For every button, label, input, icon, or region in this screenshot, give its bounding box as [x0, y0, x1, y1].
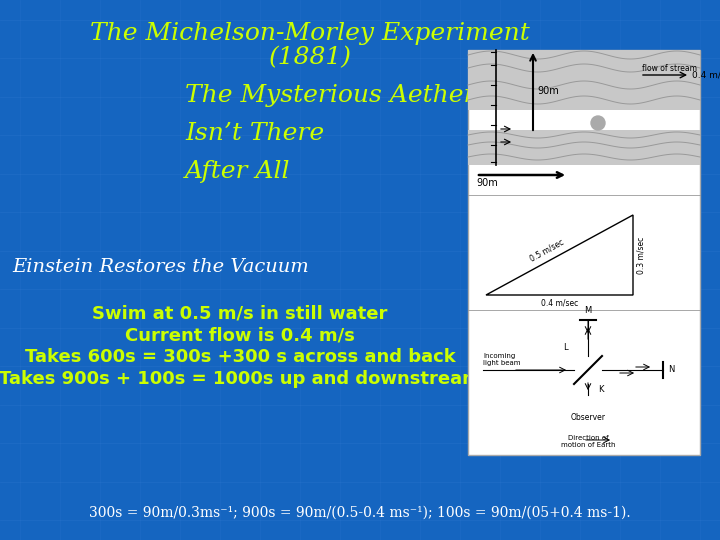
Text: 90m: 90m — [476, 178, 498, 188]
Text: Einstein Restores the Vacuum: Einstein Restores the Vacuum — [12, 258, 309, 276]
Text: The Michelson-Morley Experiment: The Michelson-Morley Experiment — [90, 22, 530, 45]
Text: Observer: Observer — [570, 413, 606, 422]
Circle shape — [591, 116, 605, 130]
Text: Direction of
motion of Earth: Direction of motion of Earth — [561, 435, 616, 448]
Text: Takes 900s + 100s = 1000s up and downstream: Takes 900s + 100s = 1000s up and downstr… — [0, 370, 481, 388]
Text: 0.5 m/sec: 0.5 m/sec — [528, 237, 565, 263]
Text: M: M — [585, 306, 592, 315]
Text: Isn’t There: Isn’t There — [185, 122, 324, 145]
Text: L: L — [563, 342, 568, 352]
Bar — [468, 50, 700, 455]
Text: 0.4 m/sec: 0.4 m/sec — [541, 299, 578, 308]
Text: After All: After All — [185, 160, 290, 183]
Bar — [468, 130, 700, 165]
Text: 90m: 90m — [537, 86, 559, 97]
Text: Incoming
light beam: Incoming light beam — [483, 353, 521, 366]
Text: Current flow is 0.4 m/s: Current flow is 0.4 m/s — [125, 326, 355, 344]
Text: 0.3 m/sec: 0.3 m/sec — [636, 237, 645, 274]
Text: K: K — [598, 385, 603, 394]
Text: Swim at 0.5 m/s in still water: Swim at 0.5 m/s in still water — [92, 304, 387, 322]
Text: The Mysterious Aether: The Mysterious Aether — [185, 84, 475, 107]
Text: (1881): (1881) — [269, 46, 351, 69]
Bar — [468, 50, 700, 110]
Text: flow of stream: flow of stream — [642, 64, 697, 73]
Text: 0.4 m/s: 0.4 m/s — [692, 71, 720, 79]
Text: Takes 600s = 300s +300 s across and back: Takes 600s = 300s +300 s across and back — [24, 348, 455, 366]
Text: N: N — [668, 366, 675, 375]
Text: 300s = 90m/0.3ms⁻¹; 900s = 90m/(0.5-0.4 ms⁻¹); 100s = 90m/(05+0.4 ms-1).: 300s = 90m/0.3ms⁻¹; 900s = 90m/(0.5-0.4 … — [89, 506, 631, 520]
